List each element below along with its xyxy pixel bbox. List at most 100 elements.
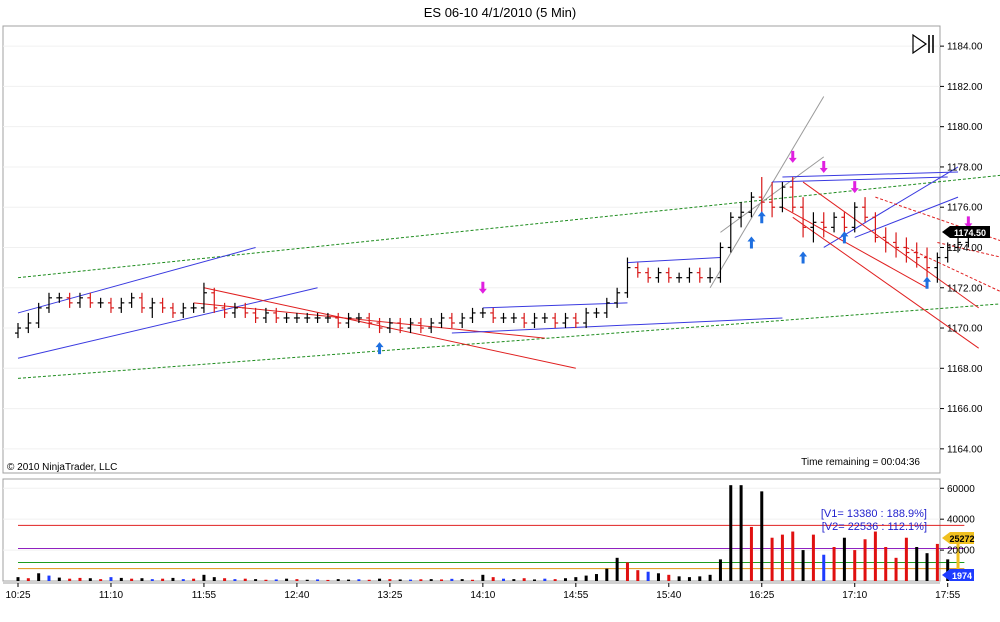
sell-arrow-icon [964, 216, 973, 229]
price-bar [262, 307, 269, 323]
price-bar [634, 262, 641, 278]
price-bar [417, 317, 424, 334]
price-bar [603, 297, 610, 318]
trend-line-red [906, 247, 1000, 292]
time-tick-label: 10:25 [5, 590, 30, 601]
volume-bar [398, 579, 402, 581]
volume-bar [68, 578, 72, 581]
price-bar [448, 312, 455, 329]
volume-bar [409, 579, 413, 581]
buy-arrow-icon [747, 236, 756, 249]
volume-bar [460, 579, 464, 581]
volume-bar [863, 539, 867, 581]
price-bar [438, 312, 445, 329]
volume-bar [533, 579, 536, 581]
volume-bar [512, 579, 516, 581]
average-volume-marker: 1974 [942, 569, 974, 581]
volume-bar [667, 574, 671, 581]
volume-bar [749, 526, 753, 581]
price-bar [552, 312, 559, 329]
volume-bar [832, 547, 836, 581]
price-tick-label: 1176.00 [947, 203, 983, 214]
price-bar [190, 302, 197, 313]
price-bar [944, 242, 951, 263]
price-bar [66, 292, 73, 308]
price-tick-label: 1164.00 [947, 444, 983, 455]
volume-bar [78, 577, 82, 581]
volume-bar [687, 577, 691, 581]
volume-bar [894, 557, 898, 581]
price-bar [366, 312, 373, 329]
price-bar [862, 197, 869, 223]
volume-bar [677, 576, 681, 581]
volume-bar [502, 578, 506, 581]
price-bar [45, 292, 52, 313]
volume-bar [181, 579, 185, 581]
sell-arrow-icon [850, 181, 859, 194]
volume-bar [904, 537, 908, 581]
price-bar [76, 292, 83, 308]
volume-bar [718, 559, 722, 581]
volume-bar [140, 578, 144, 581]
price-bar [521, 312, 528, 329]
price-bar [593, 307, 600, 318]
volume-bar [946, 559, 950, 581]
time-tick-label: 17:10 [842, 590, 867, 601]
chart-title: ES 06-10 4/1/2010 (5 Min) [424, 5, 576, 20]
price-bar [252, 307, 259, 323]
price-bar [180, 302, 187, 318]
volume-bar [109, 577, 113, 581]
price-bar [56, 292, 63, 303]
price-bar [169, 302, 176, 318]
price-bar [304, 312, 311, 323]
price-axis: 1164.00 1166.00 1168.00 1170.00 1172.00 1174.… [940, 42, 983, 455]
volume-bar [440, 579, 444, 581]
volume-bar [150, 579, 154, 581]
price-tick-label: 1168.00 [947, 364, 983, 375]
price-bar [242, 302, 249, 318]
price-bar [87, 292, 94, 308]
price-bar [128, 292, 135, 308]
trend-line-blue [854, 196, 959, 238]
volume-bar [760, 491, 764, 581]
price-bar [789, 177, 796, 213]
volume-bar [378, 578, 382, 581]
price-panel[interactable] [2, 25, 941, 474]
volume-bar [822, 554, 826, 581]
volume-tick-label: 20000 [947, 546, 975, 557]
trend-line-green [17, 174, 1000, 279]
price-bar [149, 297, 156, 318]
volume-axis: 20000 40000 60000 [940, 484, 975, 557]
price-bar [800, 197, 807, 238]
price-tick-label: 1170.00 [947, 324, 983, 335]
price-bar [583, 307, 590, 329]
price-bar [200, 282, 207, 313]
volume-bar [450, 578, 454, 581]
last-volume-marker: 25272 [942, 532, 975, 544]
price-bar [696, 267, 703, 283]
price-bars [15, 177, 972, 339]
volume-bar [419, 579, 423, 581]
volume-bar [481, 574, 485, 581]
volume-bar [16, 577, 20, 581]
time-tick-label: 14:10 [470, 590, 495, 601]
play-end-icon[interactable] [912, 33, 934, 55]
price-bar [738, 202, 745, 228]
price-bar [479, 307, 486, 318]
volume-bar [57, 577, 61, 581]
price-bar [397, 317, 404, 334]
trend-line-red [792, 216, 979, 349]
price-bar [231, 302, 238, 318]
volume-bar [925, 553, 929, 581]
volume-bar [915, 547, 919, 581]
price-bar [273, 307, 280, 323]
price-bar [707, 267, 714, 283]
volume-bar [729, 485, 733, 581]
volume-bar [367, 579, 371, 581]
volume-bar [625, 562, 629, 581]
volume-bar [884, 547, 888, 581]
volume-bar [130, 578, 134, 581]
volume-bar [347, 579, 351, 581]
price-bar [459, 312, 466, 329]
